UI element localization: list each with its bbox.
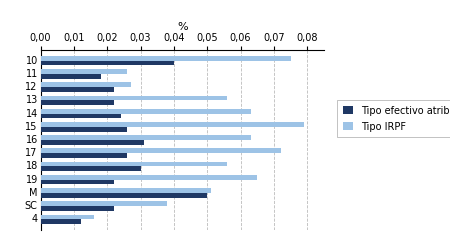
Bar (40, 153, 127, 158)
Bar (40, 74, 100, 78)
Bar (40, 215, 94, 220)
Bar (40, 180, 114, 184)
Bar (40, 148, 281, 153)
Bar (40, 56, 291, 60)
Bar (40, 60, 174, 65)
Bar (40, 193, 207, 198)
Bar (40, 96, 227, 100)
Bar (40, 114, 121, 118)
Bar (40, 202, 167, 206)
Bar (40, 109, 251, 114)
Bar (40, 206, 114, 211)
Bar (40, 127, 127, 132)
X-axis label: %: % (177, 22, 188, 32)
Bar (40, 82, 130, 87)
Legend: Tipo efectivo atribuible, Tipo IRPF: Tipo efectivo atribuible, Tipo IRPF (338, 100, 450, 137)
Bar (40, 135, 251, 140)
Bar (40, 188, 211, 193)
Bar (40, 175, 257, 180)
Bar (40, 122, 304, 127)
Bar (40, 140, 144, 145)
Bar (40, 220, 81, 224)
Bar (40, 87, 114, 92)
Bar (40, 166, 140, 171)
Bar (40, 100, 114, 105)
Bar (40, 162, 227, 166)
Bar (40, 69, 127, 74)
